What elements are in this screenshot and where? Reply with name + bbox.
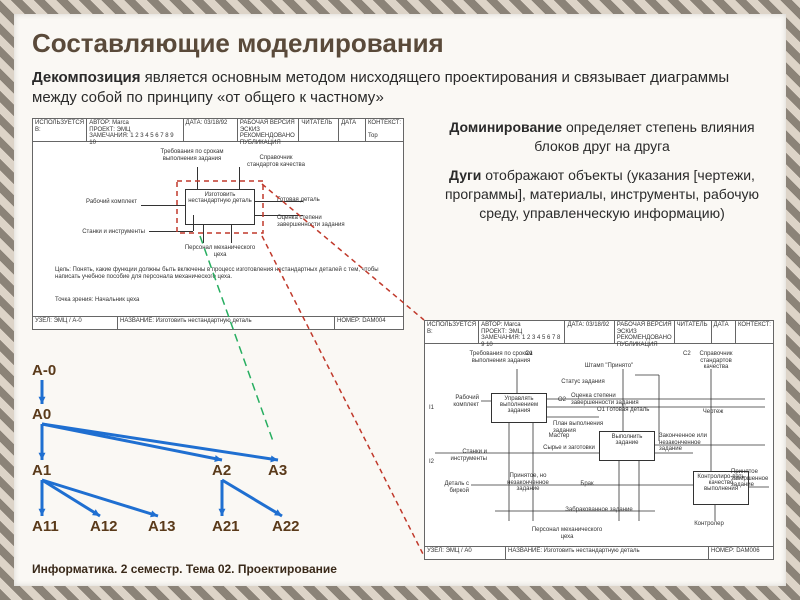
idef-diagram-a0: ИСПОЛЬЗУЕТСЯ В: АВТОР: MarcaПРОЕКТ: ЭМЦЗ… — [424, 320, 774, 560]
tree-node-a-0: A-0 — [32, 362, 56, 379]
main-box: Изготовить нестандартную деталь — [185, 189, 255, 225]
tree-node-a3: A3 — [268, 462, 287, 479]
idef-diagram-a-0: ИСПОЛЬЗУЕТСЯ В: АВТОР: MarcaПРОЕКТ: ЭМЦЗ… — [32, 118, 404, 330]
side-text: Доминирование определяет степень влияния… — [434, 118, 770, 232]
tree-node-a2: A2 — [212, 462, 231, 479]
tree-node-a12: A12 — [90, 518, 118, 535]
tree-node-a21: A21 — [212, 518, 240, 535]
tree-node-a22: A22 — [272, 518, 300, 535]
intro-text: Декомпозиция является основным методом н… — [32, 68, 768, 109]
page-title: Составляющие моделирования — [32, 28, 444, 59]
footer: Информатика. 2 семестр. Тема 02. Проекти… — [32, 562, 337, 576]
tree-node-a11: A11 — [32, 518, 59, 535]
tree-node-a13: A13 — [148, 518, 176, 535]
tree-node-a1: A1 — [32, 462, 51, 479]
tree-node-a0: A0 — [32, 406, 51, 423]
decomposition-tree: A-0 A0 A1 A2 A3 A11 A12 A13 A21 A22 — [32, 362, 352, 552]
